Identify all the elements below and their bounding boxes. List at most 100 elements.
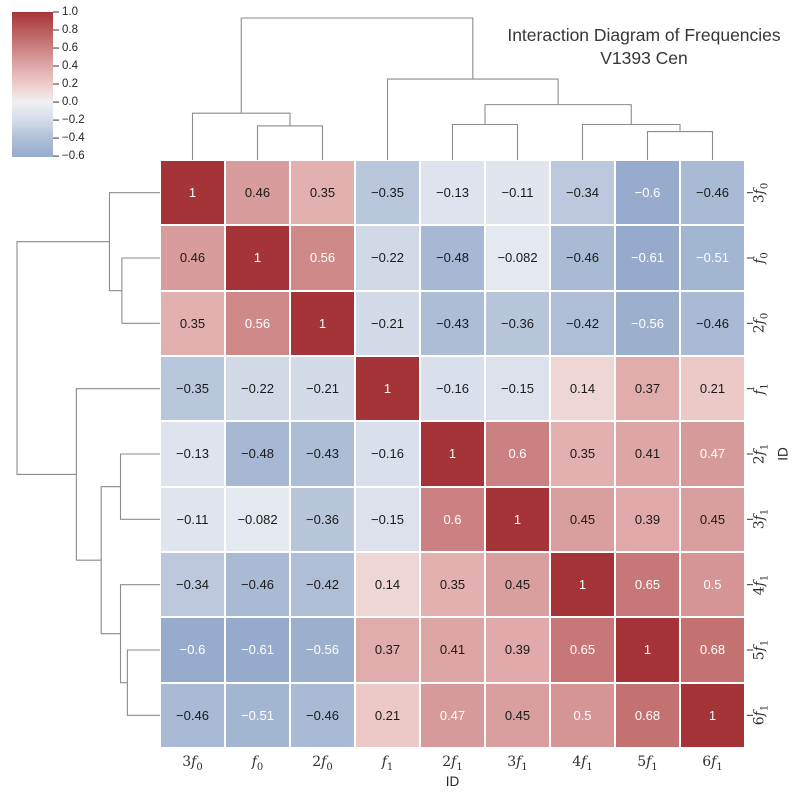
y-tick-label: 6f1 <box>751 705 771 726</box>
heatmap-cell: 0.37 <box>616 357 679 421</box>
heatmap-cell: 1 <box>291 291 354 355</box>
heatmap-cell: 1 <box>356 357 419 421</box>
heatmap-cell: 1 <box>681 683 744 747</box>
heatmap-cell: −0.51 <box>681 226 744 290</box>
y-tick-label: f0 <box>751 252 771 264</box>
heatmap-cell: −0.22 <box>356 226 419 290</box>
left-dendrogram-link <box>16 241 110 475</box>
x-tick-label: f1 <box>381 754 394 773</box>
heatmap-cell: −0.42 <box>291 553 354 617</box>
heatmap-cell: 0.47 <box>421 683 484 747</box>
chart-title-line2: V1393 Cen <box>600 47 688 68</box>
x-tick-label: 4f1 <box>572 754 593 773</box>
heatmap-cell: −0.56 <box>291 618 354 682</box>
y-tick-label: 3f0 <box>751 182 771 203</box>
heatmap-cell: 0.35 <box>421 553 484 617</box>
colorbar-tick-label: −0.4 <box>62 132 85 145</box>
heatmap-cell: 0.14 <box>551 357 614 421</box>
heatmap-cell: −0.43 <box>291 422 354 486</box>
heatmap-cell: 0.45 <box>486 683 549 747</box>
heatmap-cell: 0.46 <box>161 226 224 290</box>
heatmap-cell: 0.65 <box>551 618 614 682</box>
heatmap-cell: 0.35 <box>291 161 354 225</box>
y-tick-label: 2f0 <box>751 313 771 334</box>
x-tick-label: 6f1 <box>702 754 723 773</box>
heatmap-cell: 0.41 <box>616 422 679 486</box>
heatmap-cell: −0.15 <box>356 487 419 551</box>
y-tick-label: 2f1 <box>751 443 771 465</box>
heatmap-cell: −0.35 <box>356 161 419 225</box>
heatmap-cell: 0.5 <box>551 683 614 747</box>
heatmap-cell: −0.082 <box>486 226 549 290</box>
heatmap-cell: −0.082 <box>226 487 289 551</box>
heatmap-cell: −0.6 <box>616 161 679 225</box>
heatmap-cell: −0.13 <box>421 161 484 225</box>
heatmap-cell: −0.42 <box>551 291 614 355</box>
heatmap-cell: 0.56 <box>291 226 354 290</box>
heatmap-cell: −0.46 <box>681 161 744 225</box>
heatmap-cell: −0.56 <box>616 291 679 355</box>
colorbar-tick-label: 0.2 <box>62 78 78 91</box>
heatmap-cell: −0.36 <box>486 291 549 355</box>
heatmap-cell: −0.34 <box>161 553 224 617</box>
heatmap-cell: 0.45 <box>486 553 549 617</box>
heatmap-cell: −0.36 <box>291 487 354 551</box>
heatmap-cell: −0.16 <box>356 422 419 486</box>
x-tick-label: 2f0 <box>312 754 333 773</box>
heatmap-cell: 0.39 <box>616 487 679 551</box>
colorbar-tick-label: 0.8 <box>62 24 78 36</box>
heatmap-cell: 0.45 <box>551 487 614 551</box>
top-dendrogram-link <box>386 78 559 166</box>
left-dendrogram-link <box>75 388 166 561</box>
heatmap-cell: −0.46 <box>551 226 614 290</box>
colorbar-tick-label: 0.4 <box>62 60 78 73</box>
heatmap-cell: 0.21 <box>681 357 744 421</box>
heatmap-cell: 0.21 <box>356 683 419 747</box>
heatmap-cell: 0.5 <box>681 553 744 617</box>
top-dendrogram-link <box>484 104 632 125</box>
y-tick-label: 5f1 <box>751 639 771 661</box>
x-tick-label: 3f1 <box>507 754 528 773</box>
heatmap-cell: 0.65 <box>616 553 679 617</box>
heatmap-cell: 0.68 <box>681 618 744 682</box>
heatmap-cell: 1 <box>551 553 614 617</box>
left-dendrogram-link <box>108 192 166 292</box>
heatmap-cell: 0.47 <box>681 422 744 486</box>
colorbar-tick-label: 1.0 <box>62 6 78 18</box>
heatmap-cell: −0.34 <box>551 161 614 225</box>
y-axis-label: ID <box>775 447 791 461</box>
heatmap-cell: −0.16 <box>421 357 484 421</box>
heatmap-cell: 0.56 <box>226 291 289 355</box>
heatmap-cell: 1 <box>616 618 679 682</box>
heatmap-cell: −0.48 <box>226 422 289 486</box>
heatmap-cell: 0.14 <box>356 553 419 617</box>
heatmap-cell: −0.46 <box>161 683 224 747</box>
heatmap-cell: −0.61 <box>226 618 289 682</box>
heatmap-cell: 1 <box>486 487 549 551</box>
heatmap-cell: −0.13 <box>161 422 224 486</box>
colorbar-tick-label: −0.2 <box>62 114 85 127</box>
heatmap-cell: 0.37 <box>356 618 419 682</box>
heatmap-cell: 0.41 <box>421 618 484 682</box>
heatmap-cell: 1 <box>161 161 224 225</box>
heatmap-cell: 0.68 <box>616 683 679 747</box>
heatmap-cell: −0.46 <box>291 683 354 747</box>
heatmap-cell: 0.39 <box>486 618 549 682</box>
heatmap-cell: −0.6 <box>161 618 224 682</box>
x-axis-label: ID <box>445 774 460 789</box>
chart-title-line1: Interaction Diagram of Frequencies <box>507 25 781 45</box>
heatmap-cell: −0.22 <box>226 357 289 421</box>
heatmap-cell: 1 <box>421 422 484 486</box>
x-tick-label: 2f1 <box>442 754 463 773</box>
heatmap-cell: 0.35 <box>161 291 224 355</box>
heatmap-cell: −0.15 <box>486 357 549 421</box>
heatmap-cell: 0.45 <box>681 487 744 551</box>
x-tick-label: f0 <box>251 754 264 773</box>
x-tick-label: 5f1 <box>637 754 658 773</box>
heatmap-cell: −0.21 <box>291 357 354 421</box>
x-tick-label: 3f0 <box>182 754 203 773</box>
heatmap-cell: 0.46 <box>226 161 289 225</box>
heatmap-cell: −0.35 <box>161 357 224 421</box>
colorbar-tick-label: 0.6 <box>62 42 78 55</box>
